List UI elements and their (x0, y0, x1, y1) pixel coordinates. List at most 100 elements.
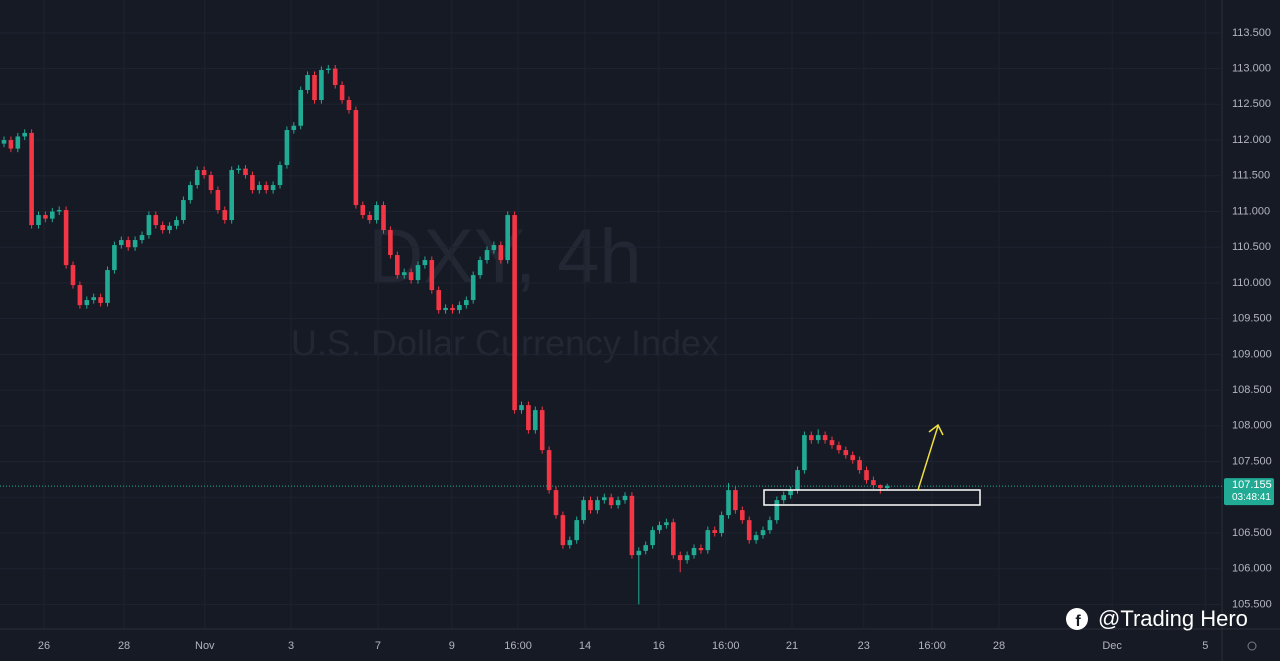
x-tick-label: 21 (786, 640, 798, 652)
candle-body (408, 272, 414, 281)
candle-body (8, 140, 14, 149)
candle-body (512, 215, 517, 411)
candle-body (181, 200, 186, 221)
candle-body (146, 215, 152, 236)
x-tick-label: 5 (1202, 640, 1208, 652)
x-tick-label: 28 (993, 640, 1005, 652)
candle-body (277, 165, 283, 186)
candle-body (291, 125, 297, 131)
candle-body (229, 170, 235, 221)
candle-body (602, 497, 607, 501)
candle-body (119, 240, 124, 246)
candle-body (270, 185, 276, 191)
y-tick-label: 110.500 (1232, 241, 1271, 253)
candle-body (574, 520, 580, 541)
candle-body (470, 275, 476, 301)
candle-body (491, 245, 497, 251)
candle-body (636, 550, 642, 556)
candle-body (843, 450, 849, 456)
candle-body (436, 290, 442, 311)
x-tick-label: 28 (118, 640, 130, 652)
candle-body (319, 70, 324, 101)
candle-body (519, 405, 524, 411)
current-price-tag (1224, 478, 1274, 506)
candle-body (381, 205, 386, 231)
candle-body (608, 497, 614, 506)
candle-body (77, 285, 83, 306)
candle-body (650, 530, 655, 546)
candle-body (822, 435, 828, 441)
candle-body (664, 522, 669, 526)
settings-icon[interactable] (1247, 641, 1257, 651)
y-tick-label: 106.500 (1232, 527, 1272, 539)
y-tick-label: 110.000 (1232, 277, 1271, 289)
candle-body (112, 245, 117, 271)
y-tick-label: 107.500 (1232, 455, 1272, 467)
candle-body (312, 75, 317, 101)
candle-body (174, 220, 179, 226)
candle-body (29, 132, 34, 226)
candle-body (443, 307, 448, 311)
y-tick-label: 106.000 (1232, 563, 1272, 575)
candle-body (657, 525, 662, 531)
credit-text: @Trading Hero (1098, 606, 1248, 631)
candle-body (22, 132, 28, 137)
candle-body (546, 450, 552, 491)
candle-body (505, 215, 511, 261)
candle-body (643, 545, 649, 551)
candle-body (346, 100, 352, 111)
watermark: DXY, 4h U.S. Dollar Currency Index (291, 214, 719, 363)
candle-body (139, 235, 145, 241)
up-arrow (917, 423, 944, 491)
x-tick-label: 23 (858, 640, 870, 652)
candle-body (684, 555, 690, 561)
plot (0, 65, 1222, 605)
candle-body (84, 300, 90, 306)
x-tick-label: 9 (449, 640, 455, 652)
candle-body (450, 307, 455, 311)
candle-body (222, 210, 228, 221)
x-tick-label: 16 (653, 640, 665, 652)
candle-body (477, 260, 483, 276)
candle-body (767, 520, 773, 531)
candle-body (671, 522, 676, 556)
candle-body (63, 210, 69, 266)
candle-body (457, 305, 462, 311)
candle-body (339, 85, 345, 101)
candle-body (629, 495, 635, 556)
arrow-shaft (917, 425, 939, 491)
candle-body (533, 410, 538, 431)
candle-body (50, 211, 55, 219)
candle-body (91, 297, 97, 301)
y-tick-label: 113.000 (1232, 62, 1271, 74)
candle-body (829, 440, 835, 446)
candle-body (884, 485, 890, 488)
y-tick-label: 109.000 (1232, 348, 1272, 360)
candle-body (15, 136, 21, 149)
y-tick-label: 108.000 (1232, 420, 1272, 432)
x-tick-label: 16:00 (504, 640, 532, 652)
candle-body (395, 255, 400, 276)
candle-body (353, 110, 359, 206)
candle-body (160, 225, 166, 231)
candle-body (760, 530, 766, 536)
y-tick-label: 111.500 (1232, 170, 1270, 182)
gear[interactable] (1247, 641, 1257, 651)
candle-body (243, 168, 248, 176)
candle-body (415, 265, 421, 281)
candle-body (726, 490, 731, 516)
candle-body (753, 535, 759, 541)
facebook-f: f (1075, 613, 1081, 630)
candle-body (560, 515, 566, 546)
candle-body (615, 500, 621, 506)
facebook-icon (1066, 608, 1088, 630)
candle-body (595, 500, 600, 511)
candle-body (194, 170, 200, 186)
watermark-symbol: DXY, 4h (368, 214, 641, 299)
candle-body (705, 530, 711, 551)
candle-body (132, 240, 138, 248)
candle-body (581, 500, 586, 521)
candle-body (257, 185, 262, 191)
